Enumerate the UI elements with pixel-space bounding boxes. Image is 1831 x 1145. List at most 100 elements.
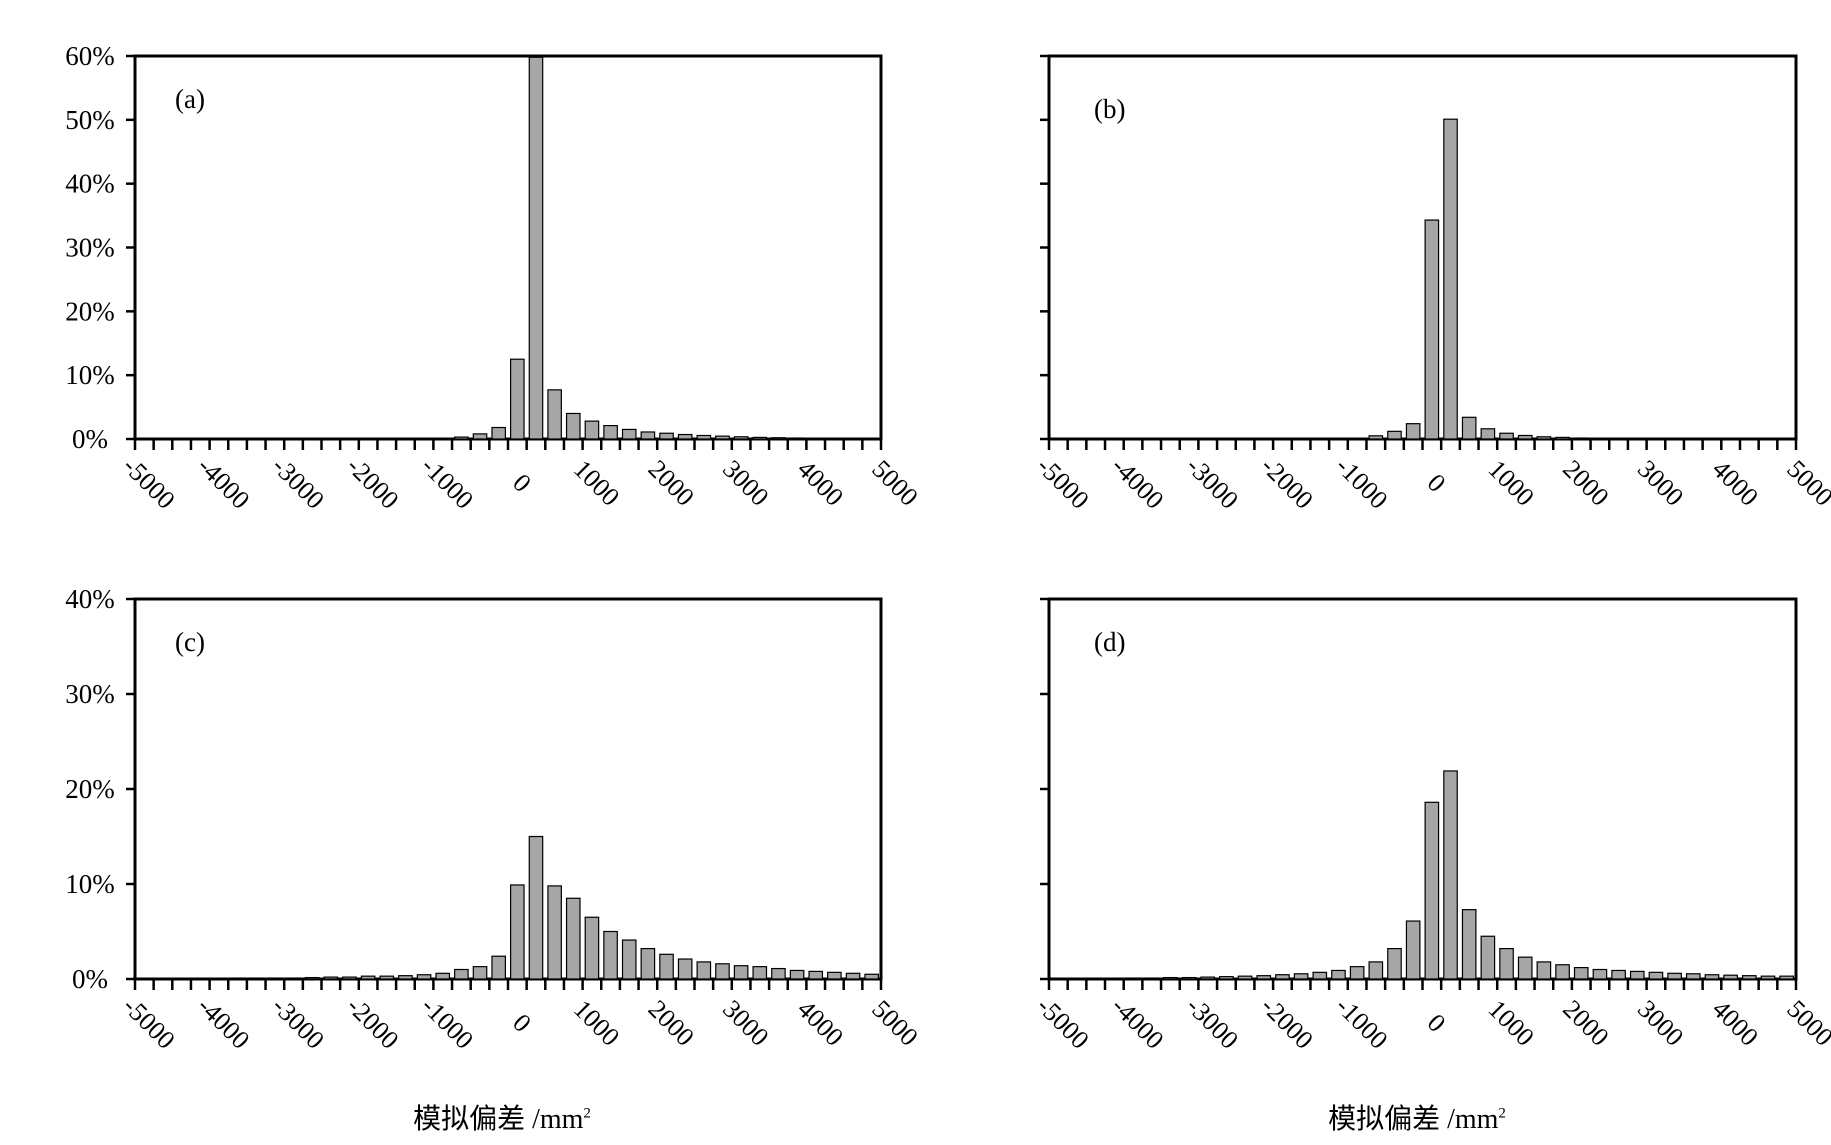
- bar: [584, 420, 600, 440]
- panel-d: -5000 -4000 -3000 -2000 -1000 0 1000 2000 3000 40…: [1031, 597, 1831, 1055]
- bar: [715, 963, 730, 980]
- bar: [752, 966, 768, 980]
- x-tick-label: -4000: [192, 451, 255, 514]
- x-tick-label: 2000: [643, 994, 700, 1051]
- bar: [435, 437, 451, 440]
- x-tick-label: 2000: [643, 454, 700, 511]
- x-tick-label: -2000: [341, 451, 404, 514]
- x-tick-label: -2000: [341, 991, 404, 1054]
- x-tick-label: 3000: [717, 454, 774, 511]
- bar: [416, 974, 432, 980]
- bar: [1107, 977, 1122, 980]
- plot-frame: [133, 597, 883, 981]
- bar: [565, 897, 581, 980]
- bar: [1480, 935, 1496, 980]
- bar: [603, 425, 618, 440]
- y-tick-label: 40%: [65, 169, 115, 199]
- bar: [827, 971, 842, 980]
- bar: [174, 977, 189, 980]
- bar: [864, 438, 879, 441]
- bar: [1125, 977, 1141, 980]
- x-tick-label: -3000: [1181, 991, 1244, 1054]
- bar: [454, 436, 469, 440]
- bar: [789, 437, 805, 440]
- x-tick-label: -3000: [1181, 451, 1244, 514]
- bar: [547, 885, 562, 980]
- panel-label: (c): [175, 627, 205, 657]
- x-tick-label: -5000: [117, 991, 180, 1054]
- bar: [1461, 909, 1477, 980]
- bar: [1368, 435, 1384, 440]
- y-tick-label: 50%: [65, 105, 115, 135]
- x-tick-label: -4000: [1106, 991, 1169, 1054]
- bar: [1723, 974, 1738, 980]
- bar: [1368, 961, 1384, 980]
- bar: [1480, 428, 1496, 440]
- bar: [1387, 947, 1402, 980]
- x-tick-label: -3000: [267, 451, 330, 514]
- bar: [1424, 219, 1440, 440]
- bar: [640, 947, 656, 980]
- x-axis-label-right: 模拟偏差 /mm2: [1217, 1097, 1617, 1137]
- bar: [1405, 423, 1421, 440]
- bar: [1592, 437, 1608, 440]
- y-tick-label: 20%: [65, 774, 115, 804]
- x-tick-label: 0: [1422, 1008, 1452, 1038]
- x-tick-label: 0: [507, 1008, 537, 1038]
- x-tick-label: -2000: [1255, 991, 1318, 1054]
- bar: [1592, 968, 1608, 980]
- bar: [211, 977, 227, 980]
- bar: [621, 428, 637, 440]
- x-axis-label-text: 模拟偏差 /mm: [413, 1104, 584, 1135]
- bar: [603, 930, 618, 980]
- y-tick-label: 0%: [72, 424, 108, 454]
- x-tick-label: 1000: [568, 454, 625, 511]
- bar: [528, 835, 544, 980]
- bar: [1331, 969, 1346, 980]
- bar: [733, 965, 749, 980]
- x-tick-label: 5000: [1781, 454, 1831, 511]
- bar: [845, 972, 861, 980]
- bar: [1704, 974, 1720, 980]
- bar: [1741, 975, 1757, 980]
- bar: [1536, 436, 1552, 440]
- bar: [1219, 976, 1234, 980]
- bar: [1069, 977, 1085, 980]
- x-tick-label: 5000: [866, 994, 923, 1051]
- x-tick-label: 4000: [1707, 994, 1764, 1051]
- bar: [1499, 947, 1514, 980]
- x-tick-label: -4000: [192, 991, 255, 1054]
- x-tick-label: -1000: [416, 451, 479, 514]
- x-tick-label: -4000: [1106, 451, 1169, 514]
- bar: [621, 939, 637, 980]
- bar: [510, 884, 525, 980]
- bar: [528, 56, 544, 440]
- bar: [1461, 416, 1477, 440]
- x-tick-label: 1000: [1483, 994, 1540, 1051]
- x-tick-label: -1000: [416, 991, 479, 1054]
- bar: [323, 976, 339, 980]
- bar: [1051, 977, 1066, 980]
- x-tick-label: -1000: [1330, 451, 1393, 514]
- y-tick-label: 0%: [72, 964, 108, 994]
- bar: [1387, 430, 1402, 440]
- bar: [1667, 972, 1682, 980]
- bar: [565, 412, 581, 440]
- panel-c: -5000 -4000 -3000 -2000 -1000 0 1000 2000 3000 40…: [65, 584, 923, 1055]
- bar: [640, 431, 656, 440]
- bar: [360, 975, 376, 980]
- bar: [864, 973, 879, 980]
- bar: [304, 976, 320, 980]
- bar: [1629, 438, 1645, 441]
- x-tick-label: -1000: [1330, 991, 1393, 1054]
- bar: [1611, 438, 1626, 441]
- bar: [1443, 118, 1458, 440]
- bar: [1200, 976, 1216, 980]
- bar: [1648, 971, 1664, 980]
- plot-frame: [133, 54, 883, 441]
- panel-label: (a): [175, 84, 205, 114]
- bar: [677, 433, 693, 440]
- bar: [1555, 964, 1570, 980]
- x-tick-label: 3000: [1632, 994, 1689, 1051]
- bar: [1349, 437, 1365, 440]
